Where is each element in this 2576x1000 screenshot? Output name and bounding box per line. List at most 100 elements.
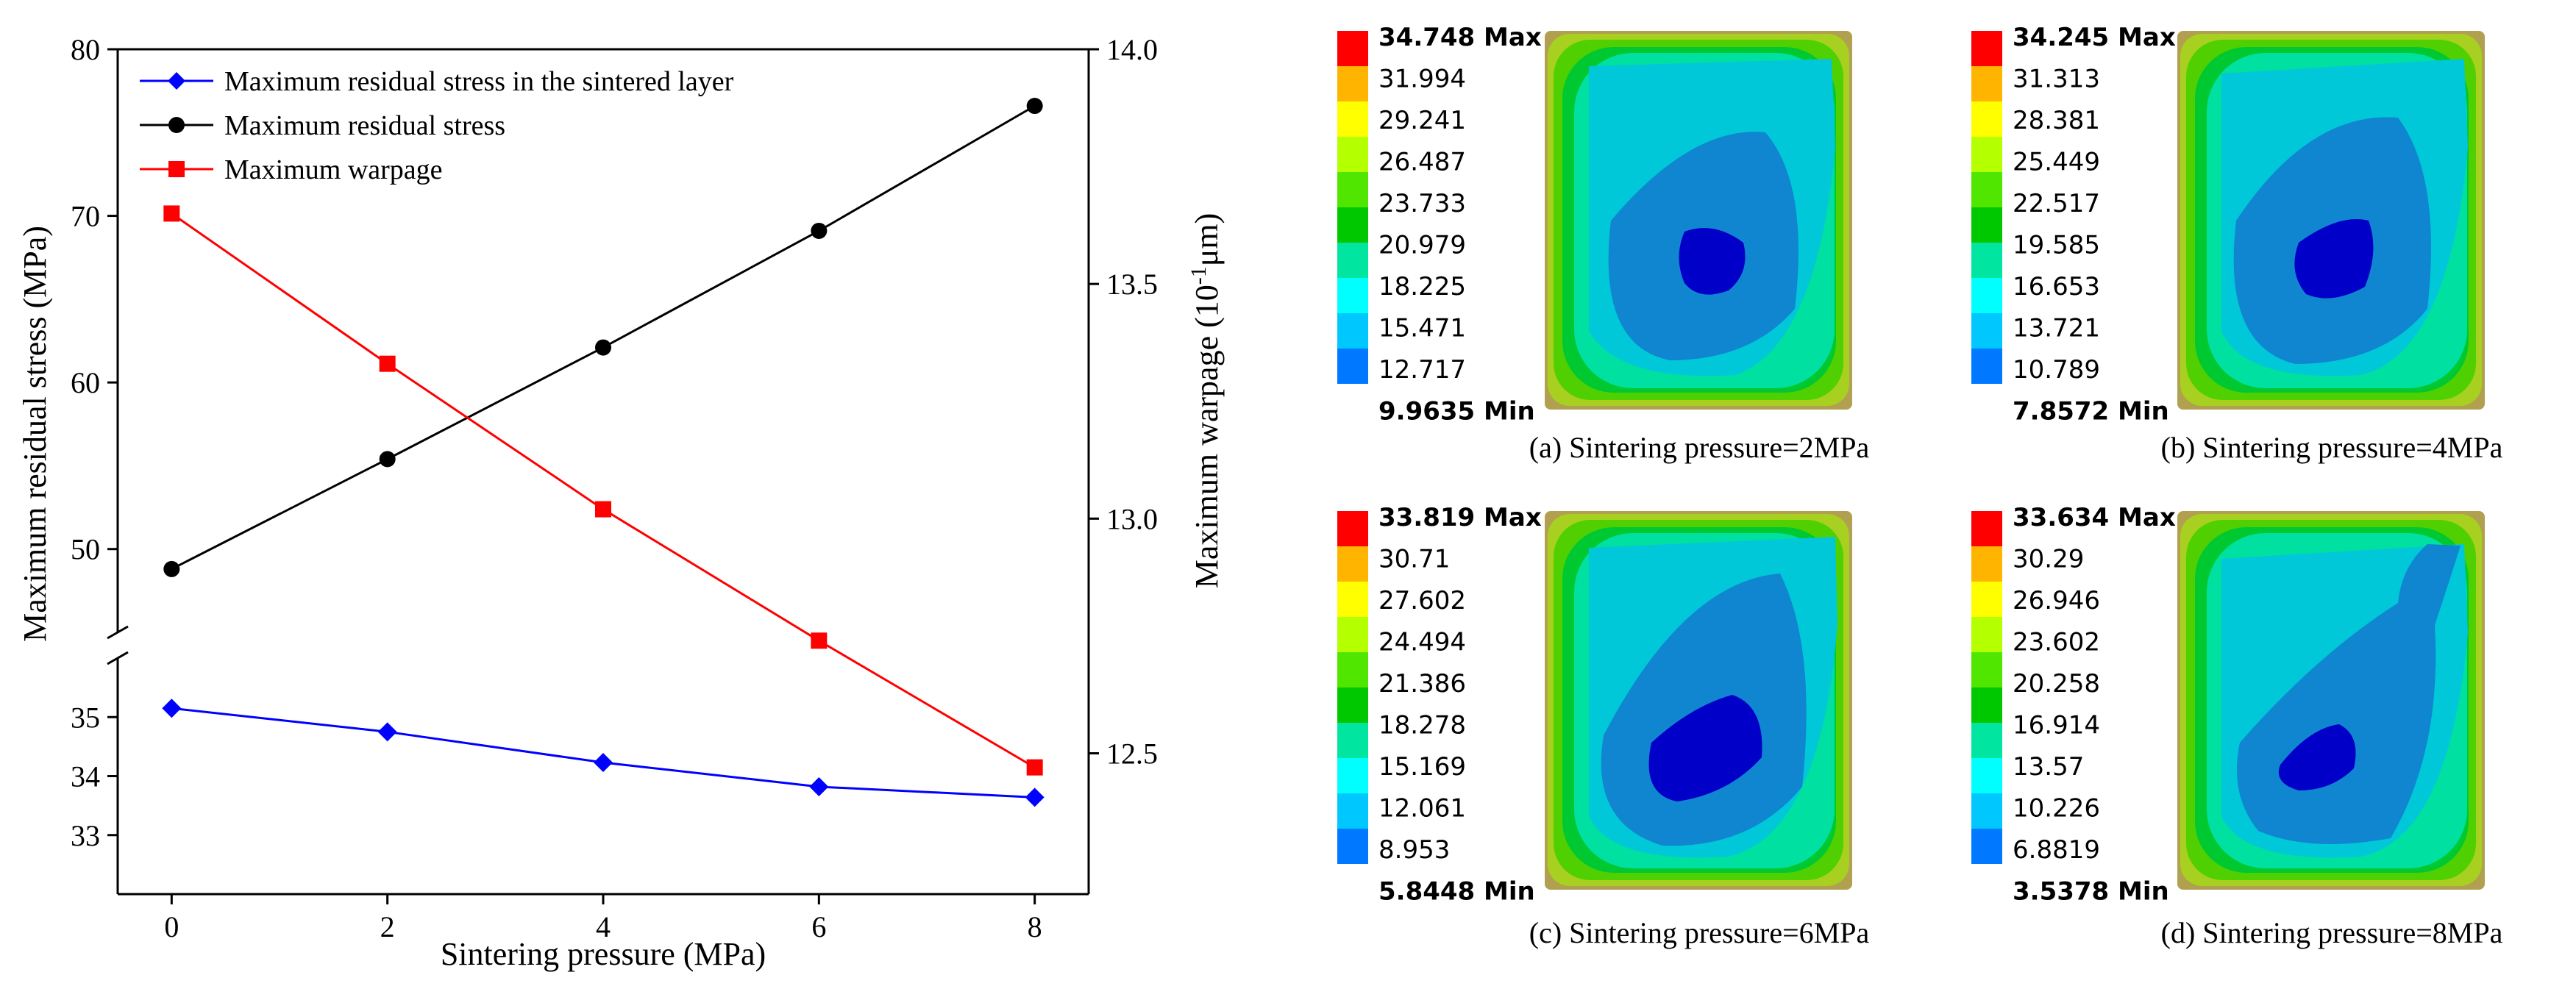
- colorbar-swatch: [1337, 546, 1368, 582]
- colorbar-max-label: 33.819 Max: [1378, 503, 1542, 532]
- colorbar-swatch: [1337, 31, 1368, 66]
- y-axis-lower-ticks: 33 34 35: [71, 701, 118, 852]
- contour-panel-c: 33.819 Max 30.71 27.602 24.494 21.386 18.278 1…: [1337, 503, 1869, 949]
- colorbar-level-label: 29.241: [1378, 106, 1466, 135]
- colorbar-level-label: 30.29: [2013, 545, 2084, 574]
- y2-axis-label-main: Maximum warpage (10: [1189, 285, 1225, 588]
- y2-axis-label: Maximum warpage (10-1μm): [1186, 213, 1225, 588]
- colorbar-swatch: [1971, 793, 2002, 829]
- y2-axis-label-sup: -1: [1186, 266, 1211, 285]
- colorbar-level-label: 10.789: [2013, 355, 2100, 385]
- colorbar-swatch: [1971, 652, 2002, 688]
- caption-b: (b) Sintering pressure=4MPa: [2161, 431, 2503, 464]
- contour-plot-d: [2177, 511, 2485, 890]
- colorbar-swatch: [1971, 349, 2002, 384]
- y2-axis-ticks: 12.5 13.0 13.5 14.0: [1089, 33, 1158, 771]
- colorbar-swatch: [1971, 66, 2002, 101]
- colorbar-level-label: 10.226: [2013, 794, 2100, 824]
- series-layer: [162, 98, 1045, 807]
- colorbar-level-label: 25.449: [2013, 148, 2100, 177]
- colorbar-level-label: 19.585: [2013, 231, 2100, 260]
- colorbar-max-label: 33.634 Max: [2013, 503, 2176, 532]
- data-point-diamond: [377, 722, 397, 742]
- x-tick-label: 8: [1028, 910, 1042, 943]
- data-point-circle: [163, 560, 180, 577]
- colorbar-level-label: 16.653: [2013, 272, 2100, 301]
- x-axis-label: Sintering pressure (MPa): [441, 936, 766, 972]
- contour-panel-a: 34.748 Max 31.994 29.241 26.487 23.733 20.979…: [1337, 23, 1869, 464]
- colorbar-swatch: [1337, 511, 1368, 546]
- colorbar-swatch: [1337, 349, 1368, 384]
- colorbar-max-label: 34.748 Max: [1378, 23, 1542, 52]
- colorbar-level-label: 20.979: [1378, 231, 1466, 260]
- colorbar-swatch: [1337, 793, 1368, 829]
- line-chart: 0 2 4 6 8 50 60 70 80 33 34 35 12.5 13.0 13.5 14.0 S…: [17, 33, 1225, 972]
- legend-label-sintered-layer: Maximum residual stress in the sintered …: [224, 66, 734, 97]
- data-point-circle: [811, 222, 828, 239]
- colorbar-swatch: [1337, 652, 1368, 688]
- contour-panel-b: 34.245 Max 31.313 28.381 25.449 22.517 19.585…: [1971, 23, 2503, 464]
- colorbar-level-label: 31.313: [2013, 65, 2100, 94]
- colorbar-swatch: [1337, 758, 1368, 793]
- colorbar-swatch: [1337, 278, 1368, 313]
- contour-plot-a: [1545, 31, 1852, 410]
- colorbar-swatch: [1337, 207, 1368, 243]
- colorbar-level-label: 15.169: [1378, 752, 1466, 782]
- data-point-diamond: [162, 699, 182, 718]
- colorbar-min-label: 9.9635 Min: [1378, 397, 1535, 426]
- data-point-circle: [379, 451, 396, 468]
- colorbar-swatch: [1337, 723, 1368, 758]
- legend: Maximum residual stress in the sintered …: [140, 66, 734, 185]
- colorbar-swatch: [1337, 688, 1368, 723]
- colorbar-swatch: [1971, 313, 2002, 349]
- data-point-square: [163, 205, 180, 222]
- colorbar-min-label: 5.8448 Min: [1378, 877, 1535, 907]
- y-tick-label: 50: [71, 533, 100, 566]
- axis-break-mark: [107, 625, 129, 665]
- colorbar-level-label: 6.8819: [2013, 835, 2100, 865]
- y2-axis-label-unit: μm): [1189, 213, 1225, 266]
- contour-plot-c: [1545, 511, 1852, 890]
- colorbar-level-label: 12.061: [1378, 794, 1466, 824]
- y-axis-label: Maximum residual stress (MPa): [17, 226, 53, 642]
- colorbar-level-label: 30.71: [1378, 545, 1450, 574]
- data-point-square: [379, 355, 396, 372]
- data-point-diamond: [809, 776, 829, 796]
- colorbar-b: 34.245 Max 31.313 28.381 25.449 22.517 19.585…: [1971, 23, 2176, 426]
- x-tick-label: 0: [164, 910, 179, 943]
- y-tick-label: 33: [71, 819, 100, 852]
- colorbar-level-label: 24.494: [1378, 628, 1466, 657]
- legend-label-residual-stress: Maximum residual stress: [224, 110, 505, 141]
- caption-d: (d) Sintering pressure=8MPa: [2161, 916, 2503, 949]
- y-tick-label: 60: [71, 366, 100, 399]
- axes-frame: [116, 48, 1090, 896]
- colorbar-level-label: 22.517: [2013, 189, 2100, 218]
- y2-tick-label: 12.5: [1106, 738, 1158, 771]
- series-line-0: [171, 707, 1035, 799]
- legend-circle-marker: [168, 117, 185, 133]
- colorbar-level-label: 21.386: [1378, 669, 1466, 699]
- colorbar-swatch: [1971, 207, 2002, 243]
- colorbar-swatch: [1337, 137, 1368, 172]
- colorbar-swatch: [1971, 688, 2002, 723]
- colorbar-swatch: [1971, 617, 2002, 652]
- data-point-square: [811, 632, 828, 649]
- y-tick-label: 80: [71, 33, 100, 66]
- colorbar-swatch: [1337, 101, 1368, 137]
- x-tick-label: 6: [811, 910, 826, 943]
- data-point-square: [1026, 759, 1043, 776]
- colorbar-swatch: [1337, 617, 1368, 652]
- colorbar-swatch: [1971, 829, 2002, 864]
- colorbar-level-label: 18.278: [1378, 711, 1466, 740]
- colorbar-c: 33.819 Max 30.71 27.602 24.494 21.386 18.278 1…: [1337, 503, 1542, 907]
- colorbar-swatch: [1971, 243, 2002, 278]
- legend-label-warpage: Maximum warpage: [224, 154, 443, 185]
- data-point-circle: [595, 339, 611, 356]
- colorbar-swatch: [1337, 313, 1368, 349]
- colorbar-level-label: 31.994: [1378, 65, 1466, 94]
- colorbar-swatch: [1337, 243, 1368, 278]
- colorbar-level-label: 23.733: [1378, 189, 1466, 218]
- colorbar-swatch: [1971, 758, 2002, 793]
- y-axis-upper-ticks: 50 60 70 80: [71, 33, 118, 566]
